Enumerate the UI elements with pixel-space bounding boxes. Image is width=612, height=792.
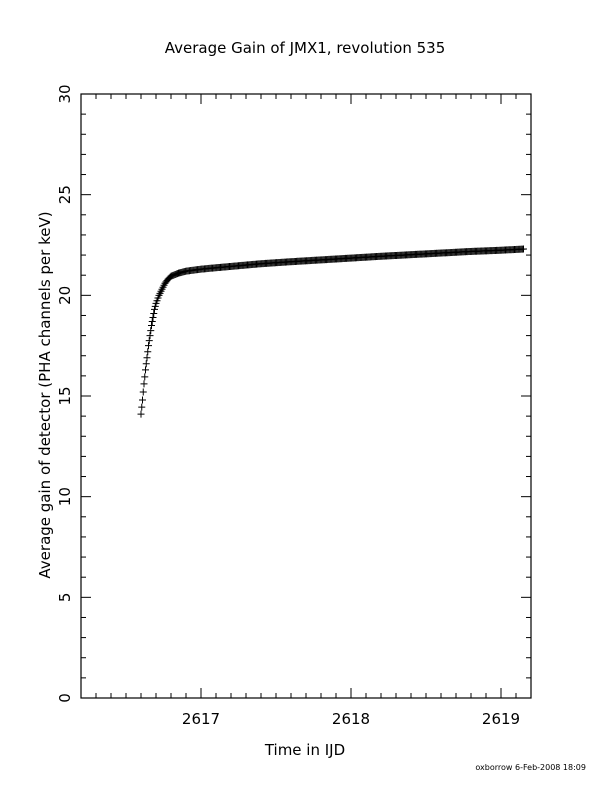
data-point: [140, 380, 148, 388]
y-axis-label: Average gain of detector (PHA channels p…: [36, 211, 54, 578]
data-point: [139, 396, 146, 404]
data-point: [148, 322, 155, 330]
x-tick-label: 2618: [332, 710, 370, 728]
plot-area-frame: [80, 93, 532, 699]
data-point: [139, 388, 147, 396]
axis-ticks: [80, 93, 532, 699]
data-point: [147, 327, 155, 335]
x-tick-label: 2617: [182, 710, 220, 728]
x-tick-label: 2619: [482, 710, 520, 728]
data-point: [151, 305, 158, 313]
x-tick-labels: 2617 2618 2619: [182, 710, 520, 728]
y-tick-label: 20: [56, 286, 74, 305]
data-point: [144, 348, 152, 356]
data-point: [150, 309, 158, 317]
x-axis-label: Time in IJD: [264, 741, 345, 759]
data-point: [145, 337, 153, 345]
data-point: [151, 302, 159, 310]
data-point: [141, 373, 149, 381]
y-tick-label: 25: [56, 185, 74, 204]
y-tick-label: 15: [56, 386, 74, 405]
data-points: [137, 245, 527, 418]
data-point: [142, 366, 149, 374]
y-tick-label: 30: [56, 84, 74, 103]
data-point: [137, 410, 145, 418]
data-point: [142, 360, 150, 368]
data-point: [149, 313, 157, 321]
y-tick-labels: 0 5 10 15 20 25 30: [56, 84, 74, 702]
y-tick-label: 0: [56, 693, 74, 703]
y-tick-label: 10: [56, 487, 74, 506]
data-point: [520, 245, 527, 253]
footer-stamp: oxborrow 6-Feb-2008 18:09: [475, 763, 586, 772]
data-point: [148, 318, 156, 326]
data-point: [143, 354, 151, 362]
data-point: [138, 403, 146, 411]
data-point: [146, 332, 154, 340]
y-tick-label: 5: [56, 593, 74, 603]
data-point: [145, 342, 152, 350]
chart-title: Average Gain of JMX1, revolution 535: [165, 39, 446, 57]
